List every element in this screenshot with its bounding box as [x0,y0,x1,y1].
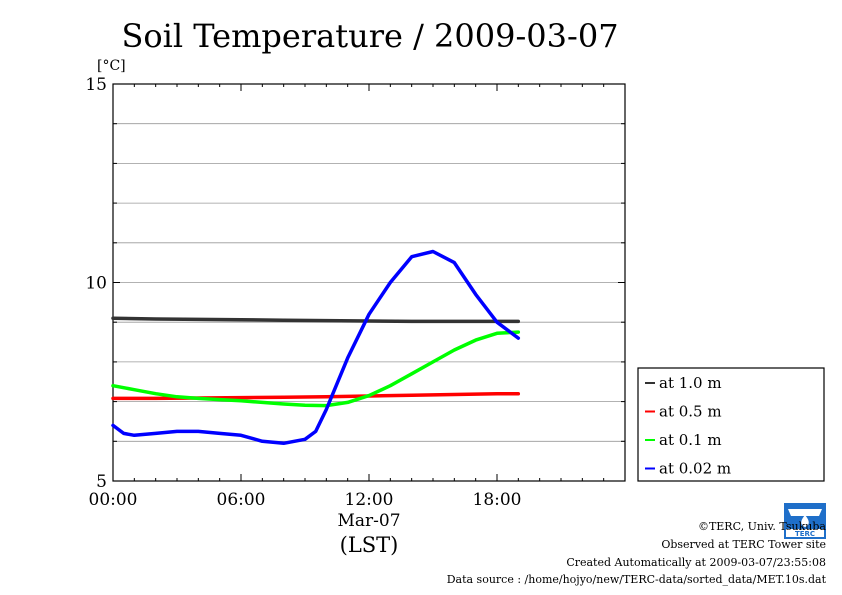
legend-label: at 0.02 m [659,460,731,478]
footer-source: Data source : /home/hojyo/new/TERC-data/… [446,573,826,586]
footer-observed: Observed at TERC Tower site [661,538,826,551]
footer-created: Created Automatically at 2009-03-07/23:5… [566,556,826,569]
terc-logo: TERC [784,503,826,539]
series-line [111,249,521,446]
series-line [111,330,521,408]
footer-copyright: ©TERC, Univ. Tsukuba [697,520,826,533]
x-axis: 00:00 06:00 12:00 18:00 [89,84,626,510]
y-tick-label: 10 [85,274,107,294]
chart-title: Soil Temperature / 2009-03-07 [121,17,618,55]
y-tick-label: 15 [85,75,107,95]
legend-box [637,367,825,482]
date-label: Mar-07 [337,511,400,531]
x-tick-label: 00:00 [89,490,138,510]
y-tick-label: 5 [96,472,107,492]
series-lines [111,249,521,446]
grid-lines [113,123,625,442]
legend: at 1.0 m at 0.5 m at 0.1 m at 0.02 m [637,367,825,482]
x-tick-label: 18:00 [473,490,522,510]
y-axis: 5 10 15 [85,75,625,492]
legend-label: at 1.0 m [659,374,722,392]
legend-label: at 0.5 m [659,403,722,421]
logo-text: TERC [795,530,815,538]
series-line [111,316,521,324]
y-axis-unit: [°C] [97,58,126,74]
legend-label: at 0.1 m [659,431,722,449]
x-tick-label: 06:00 [217,490,266,510]
x-axis-label: (LST) [340,533,399,557]
x-tick-label: 12:00 [345,490,394,510]
